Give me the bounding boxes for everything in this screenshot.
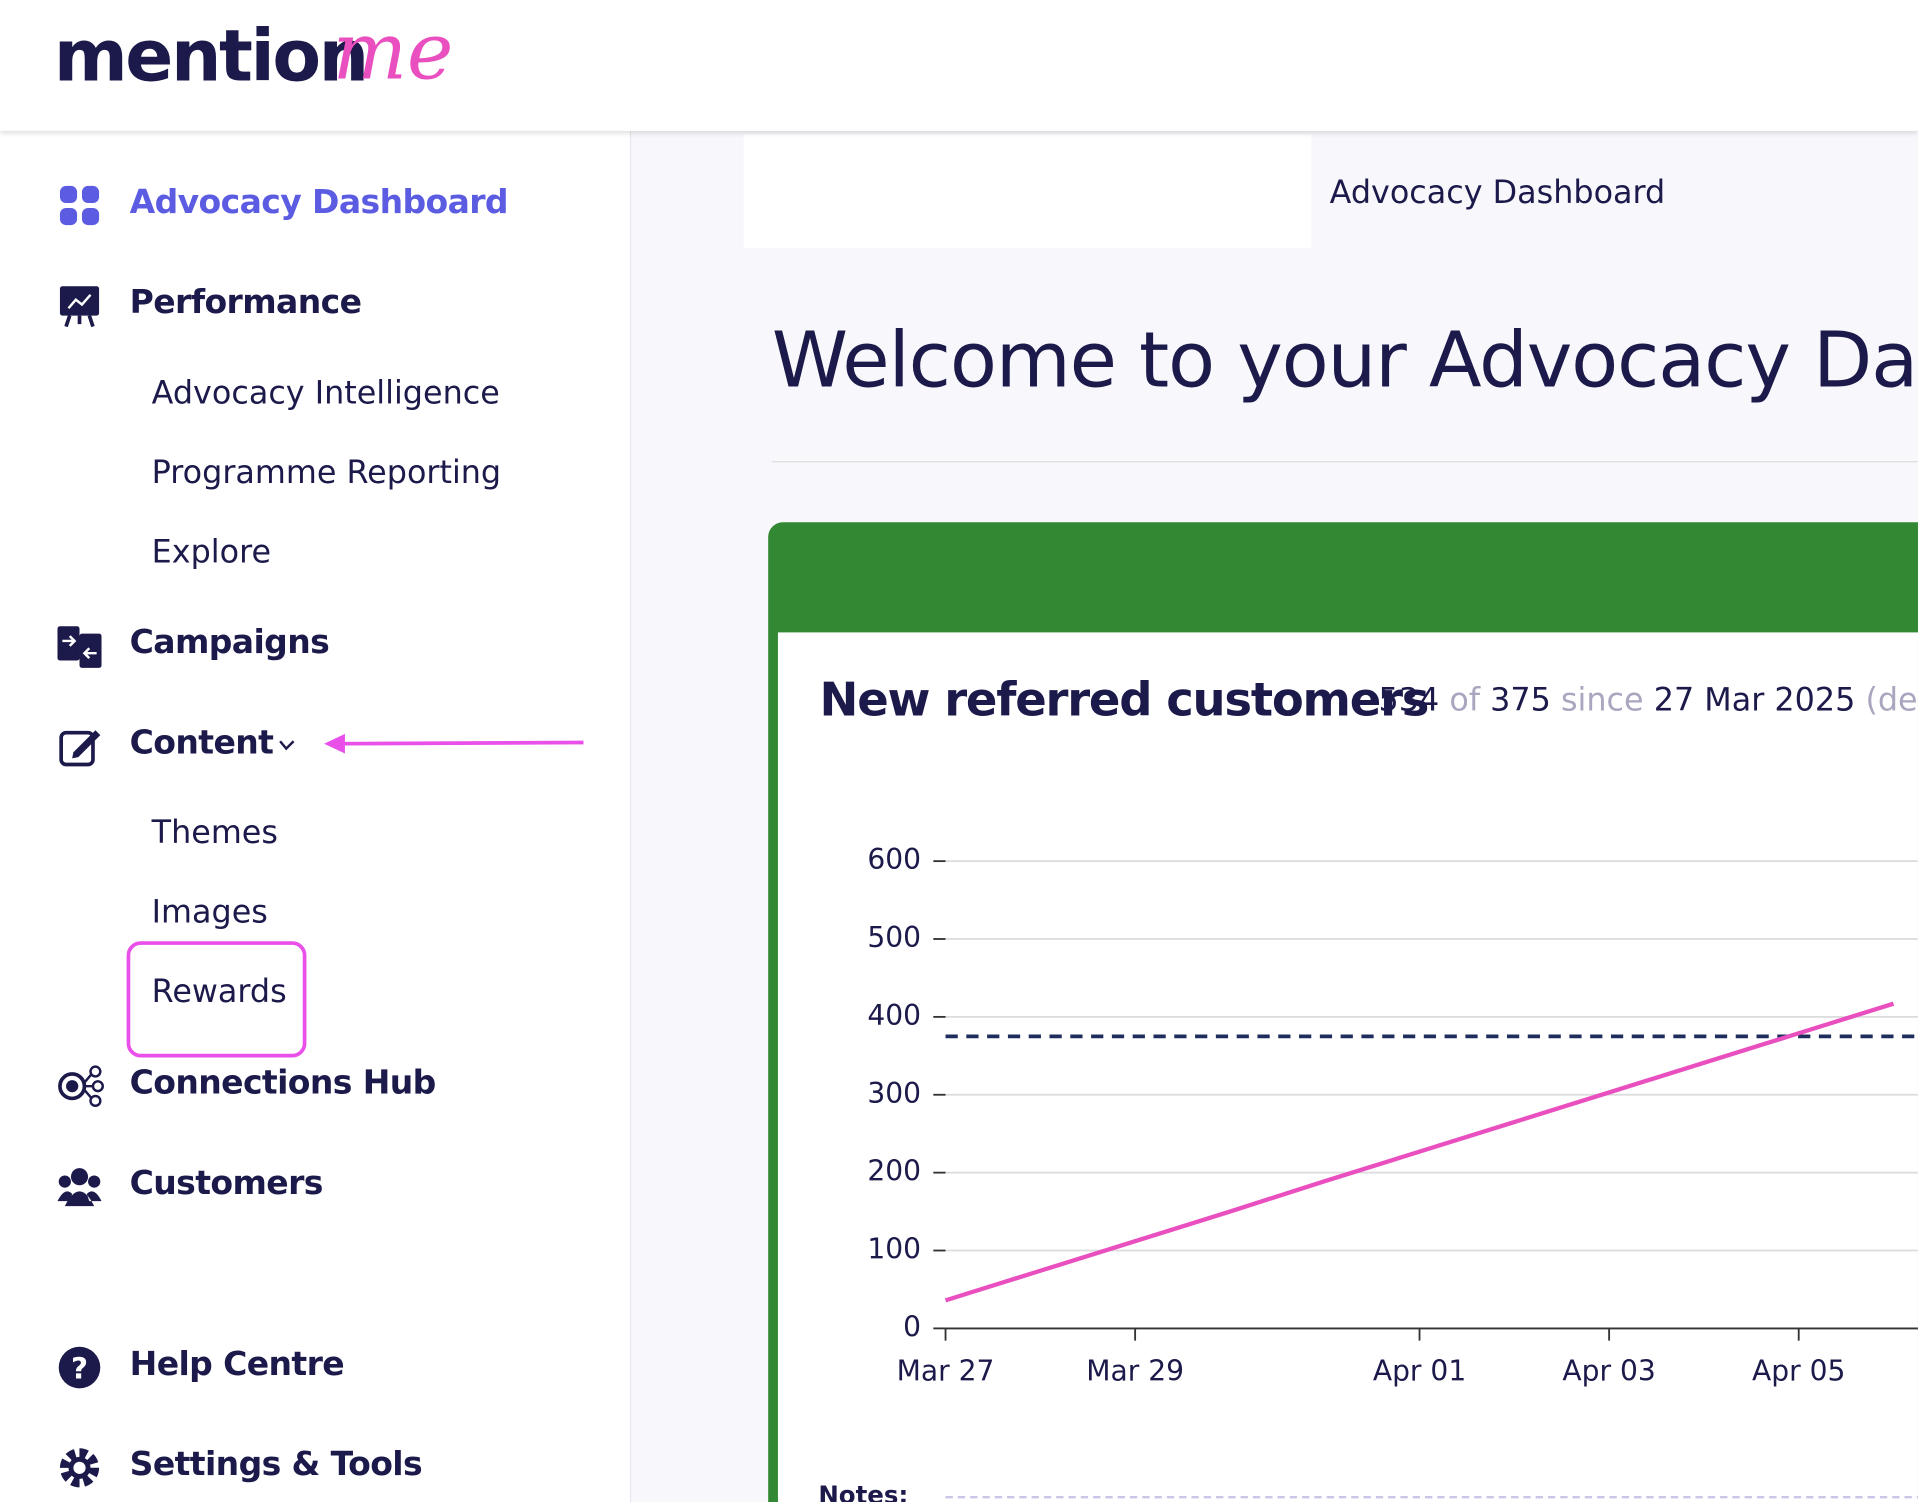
nav-sub-item[interactable]: Explore [151,534,272,572]
annotation-arrow [342,740,584,746]
nav-item[interactable]: Content [129,724,274,763]
x-tick-label: Apr 05 [1752,1354,1845,1387]
nav-icon [59,1448,100,1488]
y-tick-label: 100 [867,1233,921,1266]
y-tick-label: 300 [867,1077,921,1110]
nav-item[interactable]: Connections Hub [129,1064,437,1103]
svg-text:?: ? [71,1351,88,1385]
chevron [279,740,295,751]
nav-icon [58,1065,104,1107]
nav-icon: ? [58,1346,101,1389]
summary-part: of [1449,682,1481,720]
annotation-box [126,941,307,1058]
card-body [777,632,1918,1502]
notes-line [945,1495,1918,1499]
x-tick-label: Apr 01 [1373,1354,1466,1387]
nav-icon [59,286,100,328]
x-tick-label: Apr 03 [1562,1354,1655,1387]
summary-part: 27 Mar 2025 [1653,682,1856,720]
y-tick-label: 600 [867,843,921,876]
breadcrumb[interactable]: Advocacy Dashboard [1329,174,1666,212]
divider [771,461,1918,463]
nav-icon [57,1168,102,1207]
x-tick-label: Mar 27 [897,1354,995,1387]
summary-part: 375 [1490,682,1551,720]
nav-sub-item[interactable]: Advocacy Intelligence [151,375,500,413]
logo-brand: mention [53,14,369,98]
summary-part: (dea [1865,682,1918,720]
y-tick-label: 0 [903,1310,921,1343]
annotation-arrow-head [324,733,345,754]
top-bar: mention me [0,0,1918,131]
nav-sub-item[interactable]: Images [151,894,268,931]
logo-accent: me [332,7,454,98]
nav-item[interactable]: Help Centre [129,1345,345,1384]
nav-item[interactable]: Campaigns [129,623,330,662]
nav-icon [59,185,100,226]
nav-icon [59,730,101,767]
page-heading: Welcome to your Advocacy Dashb [771,315,1918,405]
summary-part: since [1560,682,1644,720]
nav-sub-item[interactable]: Programme Reporting [151,455,502,492]
summary-part: 534 [1378,682,1440,720]
nav-item[interactable]: Customers [129,1164,324,1203]
notes-label: Notes: [818,1480,909,1502]
blank-panel [743,134,1312,249]
y-tick-label: 200 [867,1155,921,1188]
nav-sub-item[interactable]: Themes [151,814,278,852]
y-tick-label: 500 [867,921,921,954]
y-tick-label: 400 [867,999,921,1032]
sidebar [0,130,632,1502]
x-tick-label: Mar 29 [1086,1354,1184,1387]
nav-sub-item[interactable]: Rewards [151,973,287,1011]
series-line [944,1001,1895,1303]
nav-icon [57,626,102,668]
nav-item[interactable]: Advocacy Dashboard [129,183,509,222]
card-title: New referred customers [819,672,1430,727]
nav-item[interactable]: Performance [129,283,362,322]
card-summary: 534 of 375 since 27 Mar 2025 (dea [1379,683,1918,720]
nav-item[interactable]: Settings & Tools [129,1445,423,1484]
